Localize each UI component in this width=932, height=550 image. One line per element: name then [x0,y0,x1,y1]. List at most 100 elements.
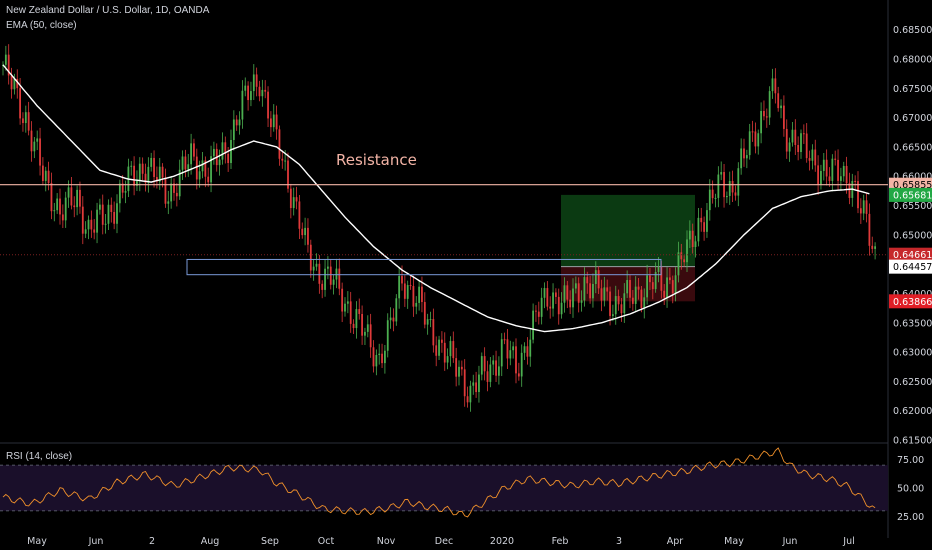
price-tick-label: 0.63500 [893,318,932,329]
candle-body [426,319,429,325]
candle-body [36,138,39,142]
candle-body [349,301,352,324]
candle-body [489,364,492,382]
candle-body [118,183,121,204]
candle-body [475,382,477,393]
candle-body [697,217,700,242]
candle-body [59,198,61,215]
candle-body [76,189,78,208]
candle-body [660,267,663,291]
price-tick-label: 0.68000 [893,54,932,65]
candle-body [44,170,47,181]
candle-body [600,288,603,301]
candle-body [321,283,324,290]
candle-body [278,129,281,159]
candle-body [53,210,56,212]
candle-body [865,200,868,214]
candle-body [529,339,532,357]
candle-body [845,165,848,184]
candle-body [811,149,814,161]
candle-body [720,172,723,175]
candle-body [87,219,90,230]
candle-body [694,241,697,248]
price-tag-label: 0.64457 [893,262,932,273]
candle-body [438,339,440,356]
candle-body [774,78,777,94]
candle-body [597,270,600,289]
candle-body [791,129,794,143]
candle-body [649,275,651,283]
candle-body [555,292,557,297]
time-tick-label: Sep [261,536,279,547]
candle-body [90,219,93,230]
candle-body [500,339,503,367]
candle-body [506,339,509,359]
candle-body [24,112,27,124]
candle-body [207,176,210,183]
candle-body [415,302,418,307]
candle-body [543,288,546,298]
candle-body [740,148,743,169]
candle-body [614,296,617,315]
candle-body [498,366,500,376]
candle-body [703,222,705,232]
candle-body [116,203,118,224]
candle-body [674,275,677,294]
candle-body [423,302,426,325]
candle-body [472,382,475,386]
price-tick-label: 0.63000 [893,348,932,359]
target-zone [561,194,695,267]
candle-body [324,268,326,290]
price-tag-label: 0.63866 [893,297,932,308]
candle-body [714,197,717,199]
candle-body [298,201,301,229]
candle-body [124,191,127,193]
candle-body [691,230,694,248]
rsi-tick-label: 50.00 [897,484,924,495]
candle-body [175,192,178,197]
candle-body [677,252,680,276]
candle-body [252,74,255,92]
candle-body [412,286,415,307]
candle-body [800,133,802,153]
candle-body [572,288,574,308]
price-axis: 0.68500 0.68000 0.67500 0.67000 0.66500 0.660… [889,25,932,447]
candle-body [301,228,304,236]
candle-body [64,197,67,221]
candle-body [221,142,224,160]
price-tick-label: 0.65000 [893,230,932,241]
candle-body [452,341,455,359]
candle-body [375,354,378,367]
candle-body [517,373,520,377]
candle-body [81,206,84,234]
candle-body [304,227,306,236]
price-tick-label: 0.62500 [893,377,932,388]
candle-body [421,286,423,303]
candle-body [187,164,190,170]
candle-body [783,105,785,129]
candle-body [854,180,857,182]
price-tag-last [889,247,932,262]
candle-body [289,188,292,209]
candle-body [785,128,788,152]
candle-body [110,204,113,212]
time-axis: May Jun 2 Aug Sep Oct Nov Dec 2020 Feb 3 Apr May Jun J… [27,536,855,547]
candle-body [629,280,631,298]
candle-body [669,277,671,281]
candle-body [671,280,674,294]
candle-body [30,130,33,152]
price-tick-label: 0.66500 [893,142,932,153]
candle-body [395,298,398,322]
candle-body [244,85,247,91]
candle-body [275,114,278,130]
candle-body [84,229,87,234]
candle-body [666,277,668,298]
candle-body [640,289,643,309]
time-tick-label: Feb [552,536,569,547]
candlestick-series [2,44,876,412]
candle-body [840,176,842,181]
candle-body [478,374,480,393]
candle-body [16,78,19,89]
candle-body [79,189,81,207]
